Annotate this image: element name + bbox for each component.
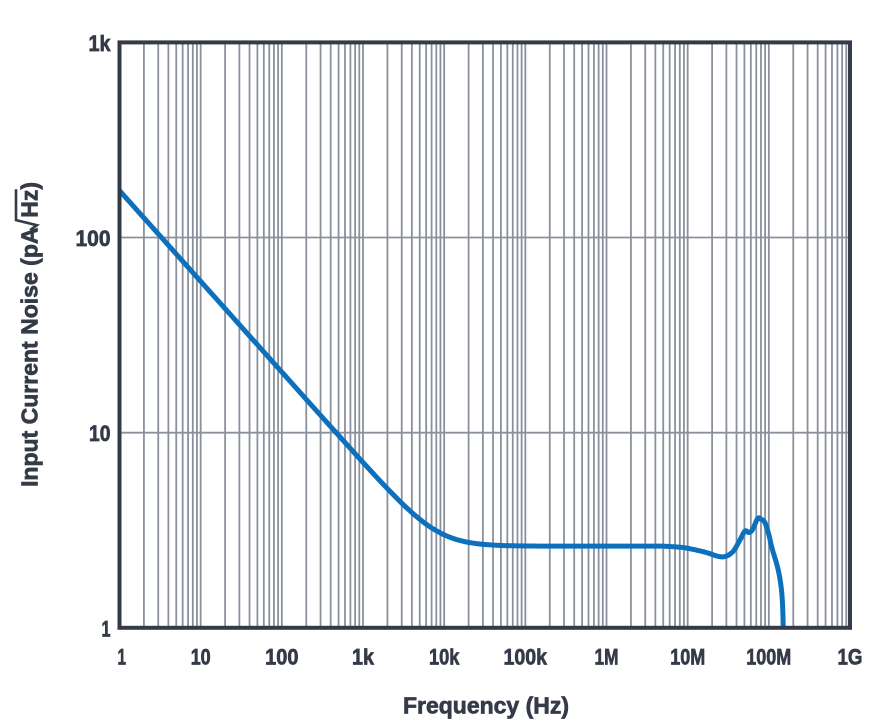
svg-text:Frequency (Hz): Frequency (Hz): [403, 693, 569, 719]
svg-text:10k: 10k: [429, 645, 460, 670]
svg-text:Input Current Noise (pA: Input Current Noise (pA: [17, 228, 43, 488]
svg-text:100: 100: [265, 645, 298, 670]
svg-text:10: 10: [191, 645, 211, 670]
svg-text:100: 100: [76, 226, 111, 251]
svg-text:1k: 1k: [89, 31, 112, 56]
svg-text:1M: 1M: [595, 645, 619, 670]
svg-text:100M: 100M: [746, 645, 791, 670]
svg-text:100k: 100k: [504, 645, 548, 670]
svg-text:Hz): Hz): [17, 182, 43, 218]
svg-text:1k: 1k: [352, 645, 375, 670]
svg-text:1: 1: [102, 616, 111, 641]
svg-text:10: 10: [89, 421, 111, 446]
svg-text:1: 1: [118, 645, 127, 670]
svg-text:1G: 1G: [838, 645, 863, 670]
svg-text:10M: 10M: [670, 645, 705, 670]
